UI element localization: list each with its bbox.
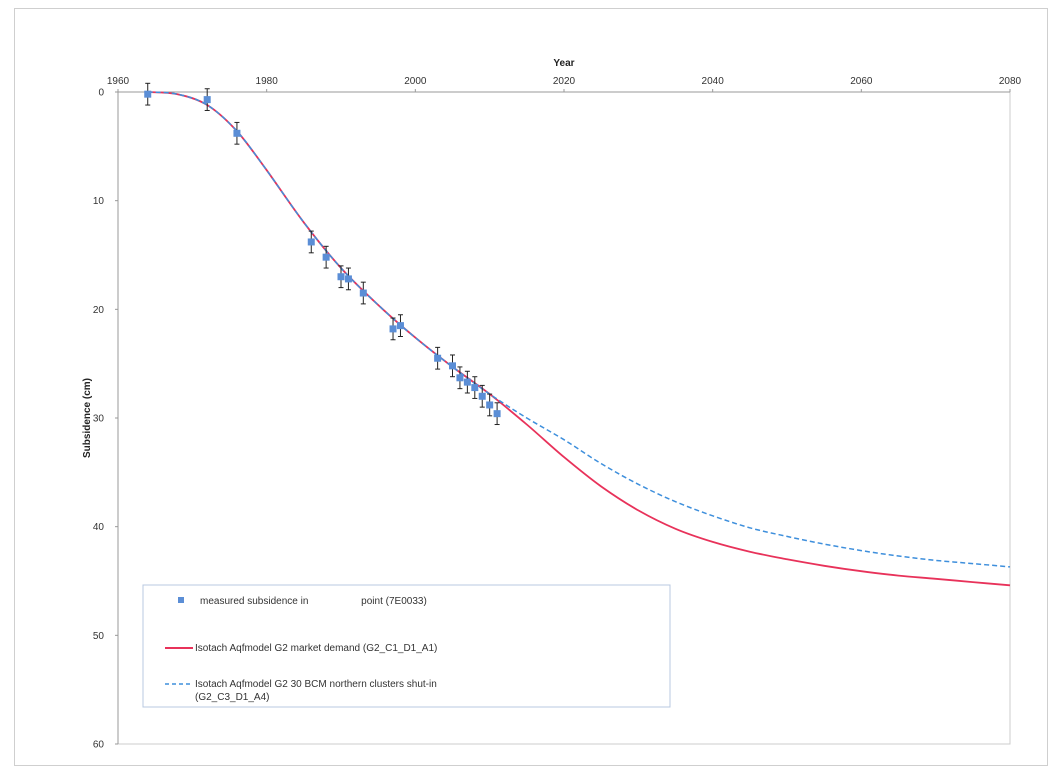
y-tick-label: 60 bbox=[93, 740, 105, 751]
y-tick-label: 10 bbox=[93, 196, 105, 207]
measured-point bbox=[144, 90, 152, 98]
measured-point bbox=[344, 275, 352, 283]
x-tick-label: 1980 bbox=[256, 76, 279, 87]
series-line-market-demand bbox=[147, 91, 1011, 587]
y-tick-label: 30 bbox=[93, 414, 105, 425]
legend: measured subsidence in point (7E0033) Is… bbox=[142, 584, 671, 708]
measured-point bbox=[203, 96, 211, 104]
measured-point bbox=[233, 129, 241, 137]
y-tick-label: 20 bbox=[93, 305, 105, 316]
measured-points bbox=[144, 82, 501, 426]
legend-label-market: Isotach Aqfmodel G2 market demand (G2_C1… bbox=[195, 643, 437, 654]
measured-point bbox=[322, 253, 330, 261]
measured-point bbox=[456, 374, 464, 382]
measured-point bbox=[337, 273, 345, 281]
measured-point bbox=[471, 384, 479, 392]
x-axis-title: Year bbox=[553, 58, 574, 69]
measured-point bbox=[493, 410, 501, 418]
y-tick-label: 0 bbox=[98, 88, 104, 99]
measured-point bbox=[449, 362, 456, 370]
x-tick-label: 2000 bbox=[404, 76, 427, 87]
x-tick-label: 2060 bbox=[850, 76, 873, 87]
y-axis-title: Subsidence (cm) bbox=[82, 378, 93, 458]
x-tick-label: 2020 bbox=[553, 76, 576, 87]
y-tick-label: 40 bbox=[93, 522, 105, 533]
legend-box bbox=[142, 584, 671, 708]
measured-point bbox=[396, 322, 404, 330]
y-ticks: 0 10 20 30 40 50 60 bbox=[93, 88, 118, 751]
measured-point bbox=[463, 378, 471, 386]
measured-point bbox=[486, 401, 494, 409]
x-tick-label: 2040 bbox=[702, 76, 725, 87]
measured-point bbox=[359, 289, 367, 297]
series-line-northern-shut-in bbox=[147, 91, 1011, 568]
y-tick-label: 50 bbox=[93, 631, 105, 642]
legend-label-measured: measured subsidence in point (7E0033) bbox=[200, 596, 427, 607]
measured-point bbox=[307, 238, 315, 246]
measured-point bbox=[434, 354, 442, 362]
measured-point bbox=[478, 392, 486, 400]
legend-label-shutin: Isotach Aqfmodel G2 30 BCM northern clus… bbox=[195, 679, 437, 703]
x-tick-label: 1960 bbox=[107, 76, 130, 87]
x-ticks: 1960 1980 2000 2020 2040 2060 2080 bbox=[107, 76, 1022, 92]
series-layer bbox=[147, 91, 1011, 587]
measured-point bbox=[389, 325, 397, 333]
legend-marker-measured bbox=[178, 597, 184, 603]
x-tick-label: 2080 bbox=[999, 76, 1022, 87]
